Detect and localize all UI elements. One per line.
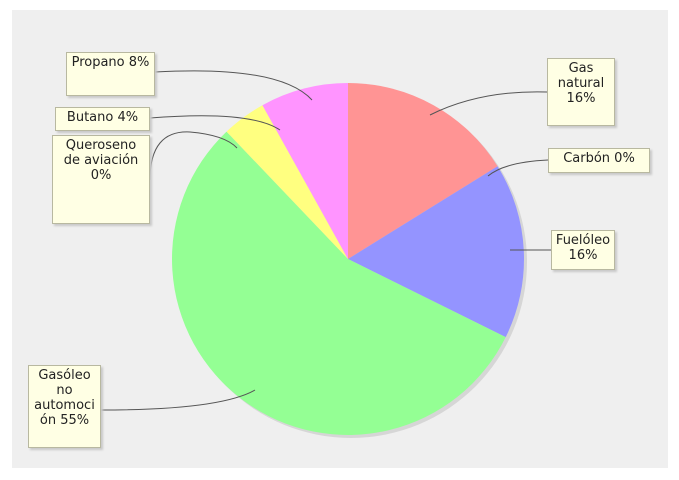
slice-name: Gasóleo no automoción xyxy=(34,368,95,428)
slice-label: Butano 4% xyxy=(55,107,150,131)
slice-value: 16% xyxy=(568,248,598,263)
label-connector xyxy=(149,131,238,181)
pie-slice xyxy=(348,83,498,259)
slice-name: Carbón xyxy=(563,151,611,166)
slice-value: 0% xyxy=(614,151,635,166)
slice-label: Fuelóleo 16% xyxy=(551,230,615,270)
pie-slice xyxy=(172,131,506,435)
slice-name: Propano xyxy=(71,55,125,70)
slice-value: 4% xyxy=(117,110,139,125)
pie-slice xyxy=(348,166,524,338)
slice-value: 16% xyxy=(566,91,596,106)
label-connector xyxy=(429,91,548,116)
slice-value: 8% xyxy=(128,55,150,70)
slice-name: Queroseno de aviación xyxy=(63,138,139,168)
slice-name: Gas natural xyxy=(557,61,605,91)
label-connector xyxy=(149,115,281,131)
slice-name: Fuelóleo xyxy=(555,233,611,248)
slice-label: Propano 8% xyxy=(66,52,155,96)
slice-label: Gasóleo no automoción 55% xyxy=(28,365,101,448)
pie-slice xyxy=(262,83,348,259)
slice-name: Butano xyxy=(66,110,114,125)
slice-label: Carbón 0% xyxy=(548,148,650,173)
label-connector xyxy=(100,389,256,411)
slice-label: Queroseno de aviación 0% xyxy=(52,135,150,224)
slice-label: Gas natural 16% xyxy=(547,58,615,126)
pie-slice xyxy=(226,105,348,259)
label-connector xyxy=(487,159,549,177)
slice-value: 0% xyxy=(90,168,112,183)
label-connector xyxy=(154,70,313,101)
slice-value: 55% xyxy=(60,413,90,428)
